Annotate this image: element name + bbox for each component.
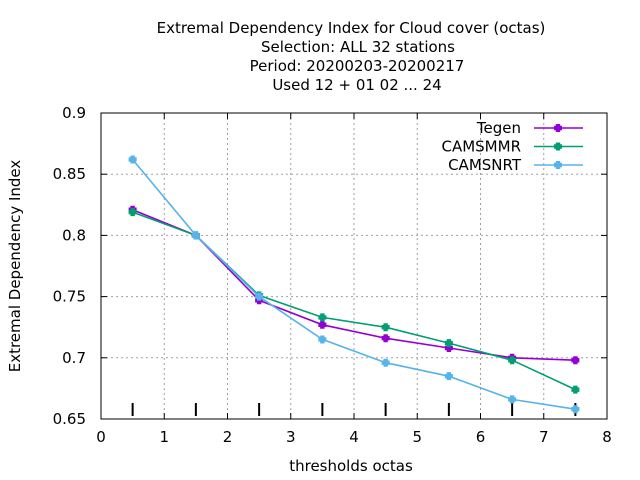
- grid: [101, 113, 607, 419]
- x-tick-label: 6: [476, 428, 486, 446]
- series-line: [131, 158, 576, 410]
- x-tick-label: 4: [349, 428, 359, 446]
- data-point: [318, 320, 327, 329]
- x-tick-label: 0: [96, 428, 106, 446]
- x-tick-label: 7: [539, 428, 549, 446]
- x-axis-label: thresholds octas: [289, 457, 413, 475]
- x-tick-label: 5: [412, 428, 422, 446]
- data-point: [128, 155, 137, 164]
- y-tick-label: 0.9: [62, 104, 86, 122]
- legend-marker: [554, 142, 562, 151]
- legend-label: Tegen: [476, 119, 521, 137]
- title-line-3: Period: 20200203-20200217: [250, 57, 465, 75]
- y-tick-label: 0.8: [62, 226, 86, 244]
- legend-label: CAMSNRT: [448, 156, 522, 174]
- data-point: [381, 323, 390, 332]
- data-point: [571, 356, 580, 365]
- legend-label: CAMSMMR: [441, 138, 521, 156]
- plot-frame: [100, 112, 608, 420]
- title-line-4: Used 12 + 01 02 ... 24: [272, 76, 441, 94]
- y-tick-label: 0.7: [62, 349, 86, 367]
- x-tick-label: 1: [159, 428, 169, 446]
- data-point: [508, 395, 517, 404]
- y-axis-label: Extremal Dependency Index: [6, 160, 24, 373]
- data-point: [571, 385, 580, 394]
- data-point: [128, 208, 137, 217]
- data-point: [508, 356, 517, 365]
- data-point: [381, 334, 390, 343]
- data-point: [444, 372, 453, 381]
- axis-ticks: 0 1 2 3 4 5 6 7 8 0.65 0.7 0.75 0.8 0.85 0.9: [53, 104, 612, 446]
- legend-marker: [554, 161, 562, 169]
- title-line-1: Extremal Dependency Index for Cloud cove…: [157, 19, 546, 37]
- x-tick-label: 3: [286, 428, 296, 446]
- chart-title: Extremal Dependency Index for Cloud cove…: [157, 19, 546, 94]
- legend-marker: [554, 124, 562, 132]
- y-tick-label: 0.75: [53, 288, 86, 306]
- data-point: [444, 339, 453, 348]
- data-point: [318, 313, 327, 322]
- y-tick-label: 0.85: [53, 165, 86, 183]
- y-tick-label: 0.65: [53, 410, 86, 428]
- data-point: [571, 405, 580, 414]
- data-point: [191, 231, 200, 240]
- data-point: [318, 335, 327, 344]
- data-point: [381, 358, 390, 367]
- title-line-2: Selection: ALL 32 stations: [261, 38, 455, 56]
- series-camsnrt: [128, 155, 580, 414]
- data-point: [255, 292, 264, 301]
- x-tick-label: 8: [602, 428, 612, 446]
- x-tick-label: 2: [223, 428, 233, 446]
- series-lines: [128, 155, 580, 414]
